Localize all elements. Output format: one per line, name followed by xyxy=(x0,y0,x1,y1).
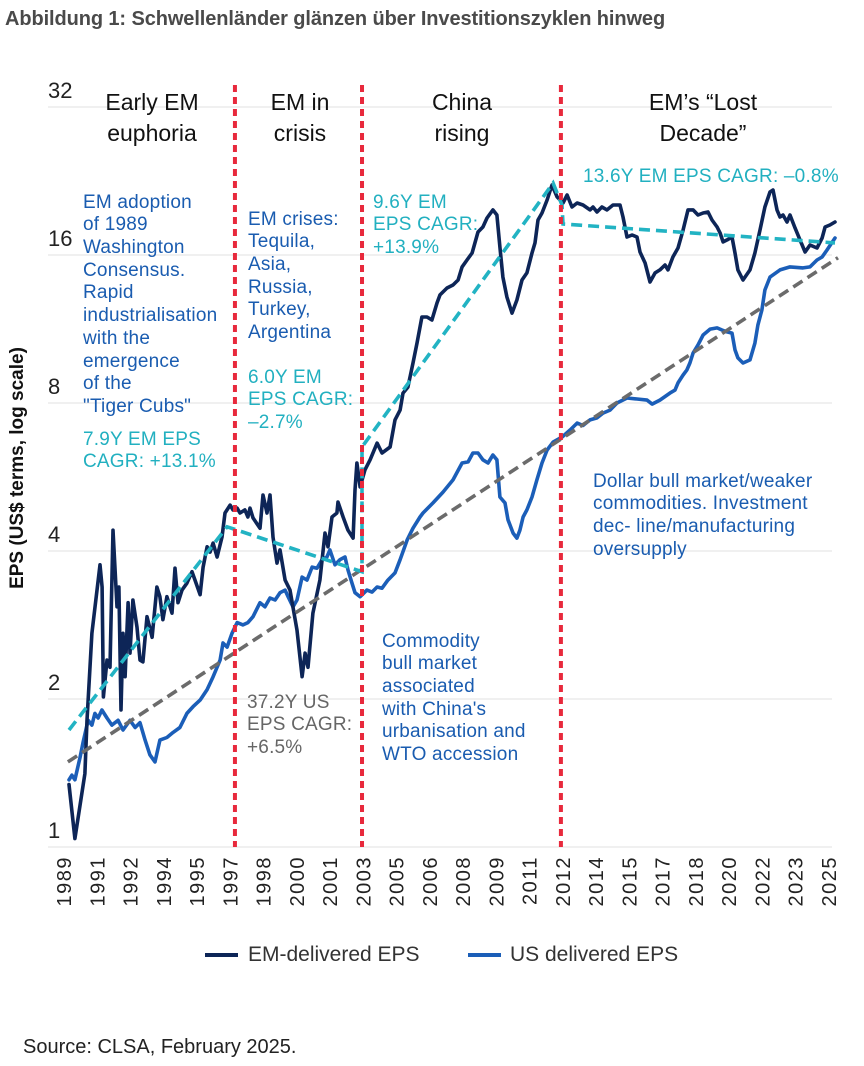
y-tick-labels: 1 2 4 8 16 32 xyxy=(48,78,72,843)
x-tick-label: 2005 xyxy=(387,856,409,907)
source-note: Source: CLSA, February 2025. xyxy=(23,1036,297,1058)
x-tick-label: 2006 xyxy=(420,856,442,907)
x-tick-label: 2001 xyxy=(320,856,342,907)
x-tick-label: 1994 xyxy=(154,856,176,907)
annotation-us-cagr: 37.2Y US EPS CAGR: +6.5% xyxy=(247,691,353,758)
x-tick-label: 2003 xyxy=(353,856,375,907)
x-tick-label: 1997 xyxy=(220,856,242,907)
x-tick-label: 2020 xyxy=(719,856,741,907)
series-line-us-delivered-eps xyxy=(67,236,837,782)
legend-label-us-delivered-eps: US delivered EPS xyxy=(510,943,679,966)
gridlines xyxy=(48,106,832,848)
period-header-china-rising: China rising xyxy=(431,88,493,146)
annotation-crisis-cagr: 6.0Y EM EPS CAGR: –2.7% xyxy=(248,366,354,433)
x-tick-label: 2000 xyxy=(287,856,309,907)
y-tick-label: 2 xyxy=(48,670,60,695)
annotation-lost-decade-description: Dollar bull market/weaker commodities. I… xyxy=(593,470,813,560)
period-header-early-em-euphoria: Early EM euphoria xyxy=(105,88,199,146)
annotation-china-description: Commodity bull market associated with Ch… xyxy=(382,630,526,766)
x-tick-label: 2015 xyxy=(619,856,641,907)
trendline-us-eps-cagr-trend xyxy=(66,256,839,764)
series-line-em-delivered-eps xyxy=(67,183,837,841)
annotation-china-cagr: 9.6Y EM EPS CAGR: +13.9% xyxy=(373,191,479,258)
annotation-crisis-description: EM crises: Tequila, Asia, Russia, Turkey… xyxy=(248,208,339,344)
x-tick-label: 2018 xyxy=(686,856,708,907)
x-tick-label: 2012 xyxy=(553,856,575,907)
x-tick-label: 2011 xyxy=(520,856,542,905)
y-tick-label: 1 xyxy=(48,818,60,843)
annotation-euphoria-description: EM adoption of 1989 Washington Consensus… xyxy=(83,191,218,417)
annotation-euphoria-cagr: 7.9Y EM EPS CAGR: +13.1% xyxy=(83,428,216,473)
x-tick-label: 1989 xyxy=(54,856,76,907)
x-tick-label: 2023 xyxy=(786,856,808,907)
y-tick-label: 4 xyxy=(48,522,60,547)
period-header-em-in-crisis: EM in crisis xyxy=(270,88,330,146)
period-dividers xyxy=(232,85,563,847)
series-lines xyxy=(67,183,837,841)
x-tick-label: 1998 xyxy=(254,856,276,907)
x-tick-label: 2009 xyxy=(486,856,508,907)
x-tick-label: 1992 xyxy=(121,856,143,907)
x-tick-label: 2025 xyxy=(819,856,841,907)
legend-swatch-us-delivered-eps xyxy=(468,953,501,957)
y-tick-label: 32 xyxy=(48,78,72,103)
legend-label-em-delivered-eps: EM-delivered EPS xyxy=(248,943,420,966)
chart-title: Abbildung 1: Schwellenländer glänzen übe… xyxy=(5,8,666,30)
y-tick-label: 8 xyxy=(48,374,60,399)
x-tick-label: 2014 xyxy=(586,856,608,907)
y-tick-label: 16 xyxy=(48,226,72,251)
period-header-lost-decade: EM’s “Lost Decade” xyxy=(648,88,758,146)
x-tick-label: 2022 xyxy=(753,856,775,907)
x-tick-label: 2008 xyxy=(453,856,475,907)
x-tick-label: 1995 xyxy=(187,856,209,907)
annotation-lost-decade-cagr: 13.6Y EM EPS CAGR: –0.8% xyxy=(583,165,839,187)
x-tick-label: 2017 xyxy=(653,856,675,907)
x-tick-labels: 1989 1991 1992 1994 1995 1997 1998 2000 2001 2003… xyxy=(54,856,841,907)
legend-swatch-em-delivered-eps xyxy=(205,953,238,957)
x-tick-label: 1991 xyxy=(87,856,109,907)
y-axis-title: EPS (US$ terms, log scale) xyxy=(7,347,28,589)
